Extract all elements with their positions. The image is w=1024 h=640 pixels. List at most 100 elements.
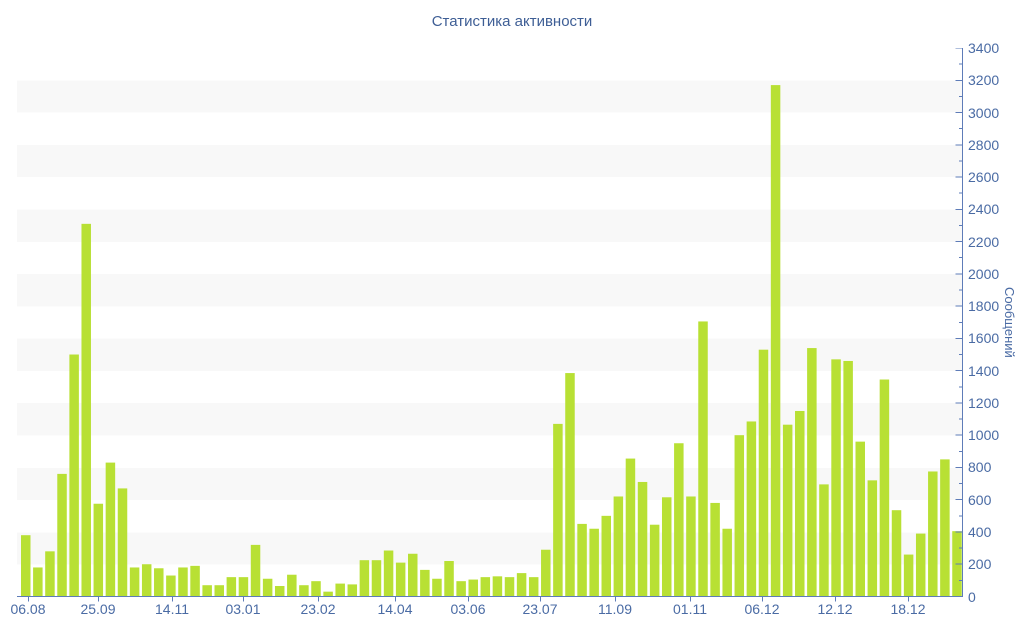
y-axis-title-wrap: Сообщений: [1002, 48, 1020, 597]
y-tick-label: 1800: [968, 298, 1000, 315]
bar[interactable]: [795, 410, 805, 597]
bar[interactable]: [81, 223, 91, 597]
bar[interactable]: [903, 554, 914, 597]
bar[interactable]: [819, 484, 829, 597]
x-tick-label: 14.04: [377, 601, 413, 617]
y-tick-label: 2800: [968, 136, 1000, 153]
bar[interactable]: [625, 458, 636, 597]
bar[interactable]: [553, 423, 563, 597]
bar[interactable]: [613, 496, 624, 597]
bar[interactable]: [674, 443, 684, 597]
bar[interactable]: [565, 373, 575, 597]
bar[interactable]: [226, 577, 237, 597]
bar[interactable]: [577, 523, 587, 597]
bar[interactable]: [105, 462, 116, 597]
bar[interactable]: [516, 573, 527, 597]
bar[interactable]: [408, 553, 418, 597]
x-tick-label: 03.06: [450, 601, 486, 617]
bar[interactable]: [468, 579, 478, 597]
x-tick-label: 01.11: [673, 601, 707, 617]
bar[interactable]: [649, 524, 660, 597]
bar[interactable]: [480, 577, 491, 597]
bar[interactable]: [710, 502, 720, 597]
bar[interactable]: [262, 578, 273, 597]
bar[interactable]: [637, 481, 648, 597]
bar[interactable]: [238, 577, 249, 597]
bar[interactable]: [69, 354, 79, 597]
y-tick-label: 3000: [968, 104, 1000, 121]
bar[interactable]: [323, 591, 333, 597]
bar[interactable]: [915, 533, 926, 597]
bar[interactable]: [456, 581, 466, 597]
bar[interactable]: [202, 585, 212, 597]
bar[interactable]: [93, 503, 104, 597]
bar[interactable]: [299, 585, 309, 597]
bar[interactable]: [782, 424, 793, 597]
bar[interactable]: [432, 578, 442, 597]
bar[interactable]: [891, 510, 902, 597]
y-tick-label: 800: [968, 459, 992, 476]
bar[interactable]: [347, 584, 358, 597]
bar[interactable]: [879, 379, 890, 597]
bar[interactable]: [589, 528, 599, 597]
bar[interactable]: [601, 515, 612, 597]
bar[interactable]: [117, 488, 128, 597]
bar[interactable]: [250, 544, 261, 597]
x-tick-label: 12.12: [817, 601, 853, 617]
bar[interactable]: [154, 568, 164, 597]
bar[interactable]: [528, 577, 539, 597]
bar[interactable]: [129, 567, 140, 597]
bar[interactable]: [867, 480, 878, 597]
bar[interactable]: [287, 574, 297, 597]
x-tick-label: 14.11: [155, 601, 189, 617]
bar[interactable]: [722, 528, 732, 597]
y-tick-label: 600: [968, 491, 992, 508]
bar[interactable]: [371, 560, 382, 597]
bar[interactable]: [383, 550, 394, 597]
bar[interactable]: [746, 421, 757, 597]
bar[interactable]: [661, 497, 672, 597]
bar[interactable]: [698, 321, 708, 597]
bar[interactable]: [928, 471, 938, 597]
y-tick-label: 2200: [968, 233, 1000, 250]
bar[interactable]: [141, 564, 152, 597]
bar[interactable]: [831, 359, 841, 597]
bar[interactable]: [359, 560, 370, 597]
bar[interactable]: [335, 583, 345, 597]
bar[interactable]: [21, 535, 31, 597]
bar[interactable]: [758, 349, 769, 597]
bar[interactable]: [178, 567, 188, 597]
bar[interactable]: [274, 586, 285, 597]
y-tick-label: 400: [968, 523, 992, 540]
bar[interactable]: [33, 567, 43, 597]
y-tick-label: 0: [968, 588, 976, 605]
bar[interactable]: [541, 549, 551, 597]
y-tick-label: 1200: [968, 394, 1000, 411]
bar[interactable]: [807, 348, 817, 597]
x-tick-label: 23.07: [522, 601, 558, 617]
bar[interactable]: [395, 562, 406, 597]
y-axis-title: Сообщений: [1002, 287, 1017, 358]
bar[interactable]: [770, 85, 781, 597]
bar[interactable]: [686, 496, 696, 597]
bar[interactable]: [504, 577, 515, 597]
bar[interactable]: [940, 459, 950, 597]
bar[interactable]: [190, 565, 200, 597]
bar[interactable]: [420, 569, 430, 597]
x-tick-label: 25.09: [80, 601, 116, 617]
bar[interactable]: [45, 551, 55, 597]
bar[interactable]: [166, 575, 176, 597]
bar[interactable]: [492, 576, 503, 597]
bar[interactable]: [57, 473, 67, 597]
bar[interactable]: [734, 435, 745, 597]
x-tick-label: 03.01: [225, 601, 261, 617]
bar[interactable]: [843, 360, 853, 597]
y-tick-label: 3400: [968, 40, 1000, 56]
y-tick-label: 2400: [968, 201, 1000, 218]
chart-title: Статистика активности: [431, 13, 593, 30]
bar[interactable]: [214, 585, 225, 597]
bar[interactable]: [855, 441, 865, 597]
bar[interactable]: [311, 581, 321, 597]
y-tick-label: 2000: [968, 265, 1000, 282]
bar[interactable]: [444, 561, 454, 597]
